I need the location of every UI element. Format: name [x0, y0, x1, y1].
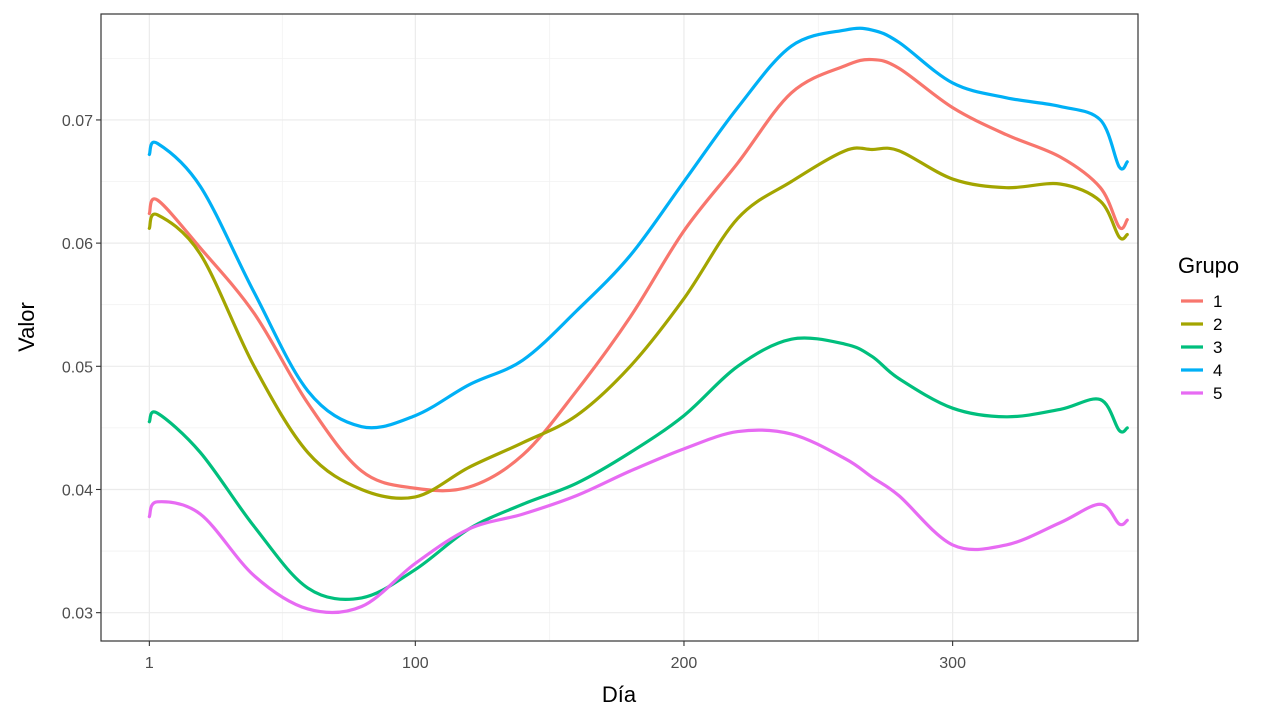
legend-label-4: 4	[1213, 361, 1222, 380]
x-tick-label: 100	[402, 655, 429, 672]
y-tick-label: 0.07	[62, 113, 93, 130]
legend-label-3: 3	[1213, 338, 1222, 357]
x-axis-title: Día	[602, 682, 637, 707]
legend-label-5: 5	[1213, 384, 1222, 403]
y-axis-title: Valor	[14, 302, 39, 352]
legend-label-2: 2	[1213, 315, 1222, 334]
legend-label-1: 1	[1213, 292, 1222, 311]
y-tick-label: 0.06	[62, 236, 93, 253]
y-tick-label: 0.05	[62, 359, 93, 376]
x-tick-label: 300	[939, 655, 966, 672]
legend-title: Grupo	[1178, 253, 1239, 278]
y-tick-label: 0.04	[62, 482, 93, 499]
x-tick-label: 1	[145, 655, 154, 672]
x-tick-label: 200	[671, 655, 698, 672]
y-tick-label: 0.03	[62, 606, 93, 623]
